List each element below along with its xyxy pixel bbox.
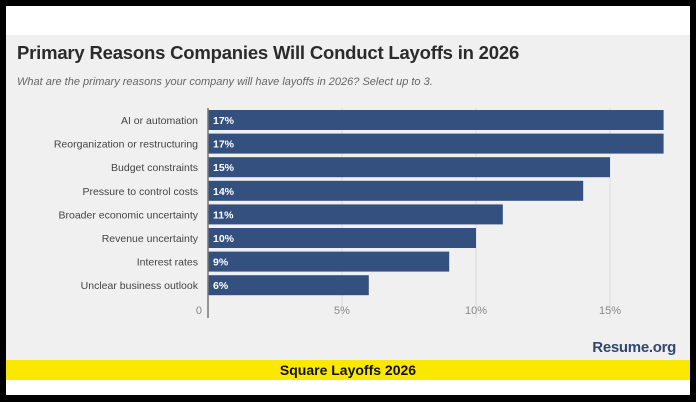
data-label: 11% (213, 209, 234, 221)
bar (208, 275, 369, 296)
x-tick-label: 5% (334, 305, 350, 317)
bar (208, 157, 610, 178)
bar (208, 180, 584, 201)
data-label: 14% (213, 186, 235, 198)
x-tick-label: 10% (465, 305, 487, 317)
data-label: 17% (213, 115, 235, 127)
category-label: Pressure to control costs (82, 186, 198, 198)
data-label: 9% (213, 257, 229, 269)
category-label: AI or automation (121, 115, 198, 127)
bar (208, 228, 476, 248)
data-label: 10% (213, 233, 235, 245)
caption-banner: Square Layoffs 2026 (6, 360, 690, 380)
source-logo: Resume.org (592, 339, 676, 356)
data-label: 6% (213, 280, 229, 292)
category-label: Broader economic uncertainty (59, 209, 199, 221)
x-tick-label: 15% (599, 305, 621, 317)
data-label: 15% (213, 162, 235, 174)
bar (208, 110, 664, 130)
chart-subtitle: What are the primary reasons your compan… (17, 76, 433, 88)
category-label: Interest rates (137, 257, 198, 269)
bar (208, 133, 664, 154)
bar (208, 204, 503, 225)
category-label: Revenue uncertainty (102, 233, 199, 245)
category-label: Unclear business outlook (81, 280, 199, 292)
category-label: Budget constraints (111, 162, 198, 174)
data-label: 17% (213, 139, 235, 151)
bar (208, 251, 450, 272)
x-tick-label: 0 (196, 305, 202, 317)
category-label: Reorganization or restructuring (54, 139, 198, 151)
chart-title: Primary Reasons Companies Will Conduct L… (17, 42, 520, 63)
